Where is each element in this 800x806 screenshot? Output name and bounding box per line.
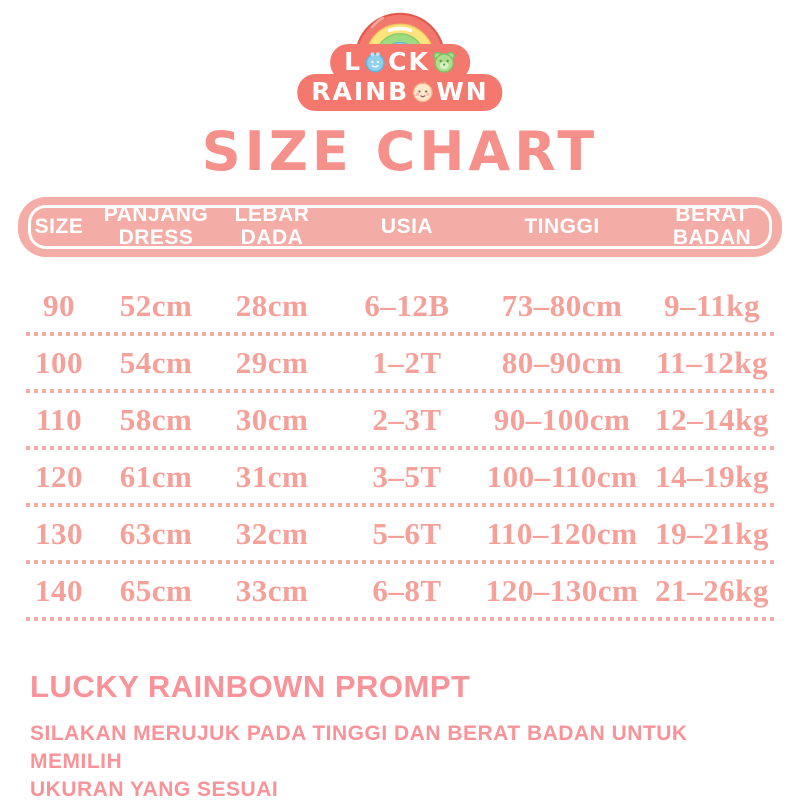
dotted-divider [26, 617, 774, 621]
bib-icon [365, 51, 385, 72]
table-cell: 140 [35, 572, 83, 608]
table-cell: 52cm [119, 287, 193, 323]
table-row: 110 58cm 30cm 2–3T 90–100cm 12–14kg [18, 393, 782, 446]
dotted-divider [26, 503, 774, 507]
table-cell: 19–21kg [655, 515, 769, 551]
table-cell: 90–100cm [493, 401, 631, 437]
header-cell-0: SIZE [34, 214, 84, 238]
footer-heading: LUCKY RAINBOWN PROMPT [30, 669, 471, 704]
table-cell: 2–3T [372, 401, 442, 437]
dotted-divider [26, 446, 774, 450]
header-cell-3: USIA [380, 214, 434, 238]
table-cell: 21–26kg [655, 572, 769, 608]
table-cell: 130 [35, 515, 83, 551]
table-cell: 100 [35, 344, 83, 380]
header-cell-2: LEBAR DADA [234, 203, 310, 249]
table-cell: 65cm [119, 572, 193, 608]
footer-note: SILAKAN MERUJUK PADA TINGGI DAN BERAT BA… [30, 722, 688, 801]
table-cell: 5–6T [372, 515, 442, 551]
table-cell: 31cm [235, 458, 309, 494]
table-cell: 100–110cm [486, 458, 638, 494]
dotted-divider [26, 560, 774, 564]
table-cell: 80–90cm [501, 344, 623, 380]
table-cell: 90 [43, 287, 75, 323]
dotted-divider [26, 332, 774, 336]
brand-letters: CK [388, 47, 430, 76]
table-header-row: SIZE PANJANG DRESS LEBAR DADA USIA TINGGI BER… [18, 197, 782, 257]
table-cell: 33cm [235, 572, 309, 608]
size-table-body: 90 52cm 28cm 6–12B 73–80cm 9–11kg 100 54cm 29cm 1… [18, 279, 782, 621]
table-cell: 28cm [235, 287, 309, 323]
table-row: 100 54cm 29cm 1–2T 80–90cm 11–12kg [18, 336, 782, 389]
table-cell: 54cm [119, 344, 193, 380]
table-cell: 58cm [119, 401, 193, 437]
header-cell-4: TINGGI [524, 214, 600, 238]
brand-logo: L CK RAINB [280, 6, 520, 109]
table-cell: 120–130cm [485, 572, 639, 608]
table-cell: 6–12B [364, 287, 450, 323]
baby-face-icon [412, 81, 433, 103]
brand-letters: RAINB [311, 77, 410, 106]
table-cell: 6–8T [372, 572, 442, 608]
table-cell: 12–14kg [655, 401, 769, 437]
table-cell: 120 [35, 458, 83, 494]
brand-letters: WN [436, 77, 489, 106]
table-cell: 61cm [119, 458, 193, 494]
table-row: 140 65cm 33cm 6–8T 120–130cm 21–26kg [18, 564, 782, 617]
table-cell: 30cm [235, 401, 309, 437]
table-cell: 63cm [119, 515, 193, 551]
table-cell: 14–19kg [655, 458, 769, 494]
brand-letters: L [344, 47, 363, 76]
brand-name-line1: L CK [332, 46, 468, 79]
table-cell: 29cm [235, 344, 309, 380]
header-cell-5: BERAT BADAN [672, 203, 752, 249]
table-cell: 73–80cm [501, 287, 623, 323]
size-chart-page: L CK RAINB [0, 6, 800, 804]
table-cell: 11–12kg [655, 344, 769, 380]
table-cell: 32cm [235, 515, 309, 551]
table-cell: 1–2T [372, 344, 442, 380]
table-row: 130 63cm 32cm 5–6T 110–120cm 19–21kg [18, 507, 782, 560]
dotted-divider [26, 389, 774, 393]
table-cell: 110–120cm [486, 515, 638, 551]
table-row: 90 52cm 28cm 6–12B 73–80cm 9–11kg [18, 279, 782, 332]
table-row: 120 61cm 31cm 3–5T 100–110cm 14–19kg [18, 450, 782, 503]
page-title: SIZE CHART [201, 120, 599, 183]
teddy-bear-icon [433, 51, 455, 73]
table-cell: 110 [35, 401, 83, 437]
table-cell: 9–11kg [663, 287, 761, 323]
table-header-bar: SIZE PANJANG DRESS LEBAR DADA USIA TINGGI BER… [18, 197, 782, 257]
brand-name-line2: RAINB WN [299, 76, 501, 109]
table-cell: 3–5T [372, 458, 442, 494]
header-cell-1: PANJANG DRESS [103, 203, 209, 249]
footer: LUCKY RAINBOWN PROMPT SILAKAN MERUJUK PA… [30, 669, 770, 804]
